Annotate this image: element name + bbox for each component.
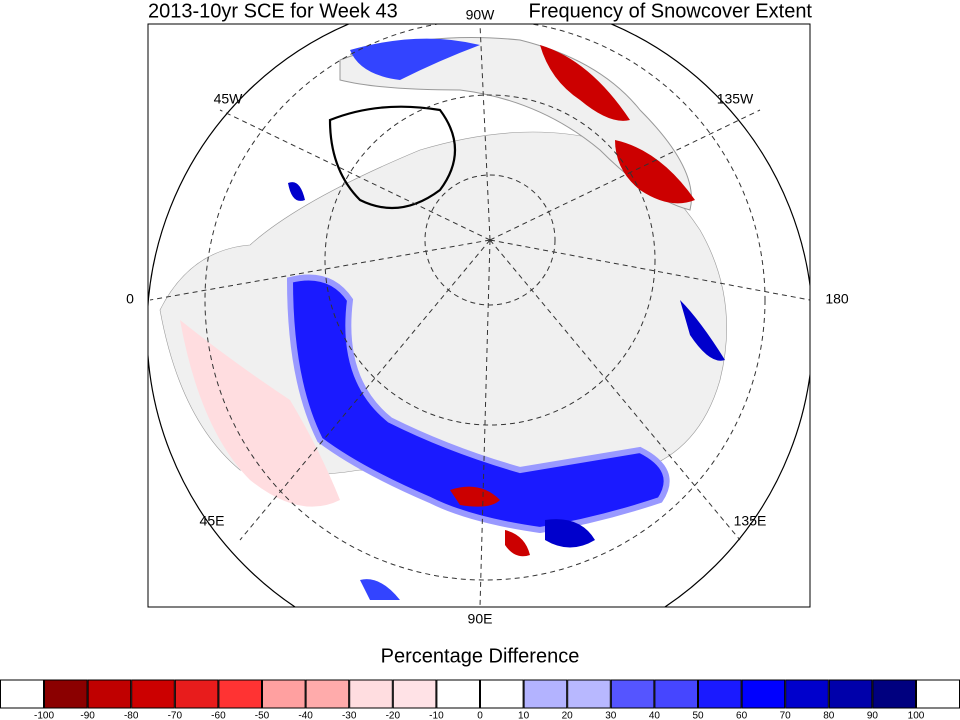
colorbar-tick-label: 60	[736, 711, 748, 720]
colorbar-tick-label: 20	[562, 711, 574, 720]
colorbar-box	[436, 679, 480, 709]
colorbar-tick-label: 90	[867, 711, 879, 720]
snow-plus	[350, 38, 480, 80]
colorbar-tick-label: 100	[908, 711, 925, 720]
colorbar-tick-label: -70	[168, 711, 183, 720]
colorbar-box	[305, 679, 350, 709]
colorbar-tick-label: 30	[605, 711, 617, 720]
colorbar-box	[785, 679, 829, 709]
graticule	[324, 94, 656, 426]
colorbar-tick-label: 80	[823, 711, 835, 720]
lon-label: 135E	[734, 513, 767, 529]
colorbar-tick-label: 40	[649, 711, 661, 720]
colorbar-box	[698, 679, 742, 709]
lon-label: 90E	[468, 611, 493, 627]
title-right: Frequency of Snowcover Extent	[529, 0, 813, 22]
colorbar-tick-label: 10	[518, 711, 530, 720]
colorbar-box	[916, 679, 960, 709]
plot-frame	[147, 23, 811, 608]
colorbar-box	[567, 679, 611, 709]
colorbar-tick-label: -60	[211, 711, 226, 720]
colorbar-box	[610, 679, 655, 709]
graticule	[204, 24, 766, 581]
colorbar-tick-label: -90	[80, 711, 95, 720]
lon-label: 45E	[200, 513, 225, 529]
snow-minus-light	[180, 320, 340, 507]
colorbar-tick-label: -80	[124, 711, 139, 720]
colorbar-box	[872, 679, 917, 709]
colorbar-box	[741, 679, 786, 709]
colorbar-box	[0, 679, 44, 709]
lon-label: 135W	[717, 91, 754, 107]
colorbar-tick-label: -10	[429, 711, 444, 720]
colorbar-tick-label: 50	[692, 711, 704, 720]
colorbar-box	[218, 679, 262, 709]
colorbar-tick-label: -30	[342, 711, 357, 720]
greenland	[328, 105, 457, 210]
colorbar-box	[654, 679, 699, 709]
graticule	[424, 174, 556, 306]
colorbar-tick-label: -100	[34, 711, 54, 720]
colorbar-box	[262, 679, 306, 709]
title-center: 90W	[466, 7, 496, 23]
map	[148, 24, 810, 607]
colorbar-box	[174, 679, 219, 709]
colorbar-box	[828, 679, 873, 709]
lon-label: 45W	[214, 91, 244, 107]
colorbar-label: Percentage Difference	[381, 645, 580, 667]
colorbar-tick-label: -50	[255, 711, 270, 720]
colorbar-tick-label: -20	[386, 711, 401, 720]
snow-plus	[360, 579, 400, 600]
graticule	[149, 24, 810, 607]
colorbar-tick-label: 0	[477, 711, 483, 720]
colorbar-box	[87, 679, 132, 709]
colorbar-box	[392, 679, 437, 709]
snow-plus	[286, 274, 670, 534]
colorbar-box	[349, 679, 393, 709]
colorbar-box	[131, 679, 175, 709]
colorbar-box	[480, 679, 524, 709]
snow-minus	[450, 486, 530, 557]
colorbar-tick-label: -40	[298, 711, 313, 720]
north-america	[339, 37, 692, 211]
snow-minus	[540, 45, 630, 121]
lon-label: 180	[825, 291, 849, 307]
title-left: 2013-10yr SCE for Week 43	[148, 0, 398, 22]
snow-minus	[615, 140, 695, 204]
colorbar-tick-label: 70	[780, 711, 792, 720]
colorbar-box	[44, 679, 88, 709]
lon-label: 0	[126, 291, 134, 307]
colorbar-box	[523, 679, 568, 709]
